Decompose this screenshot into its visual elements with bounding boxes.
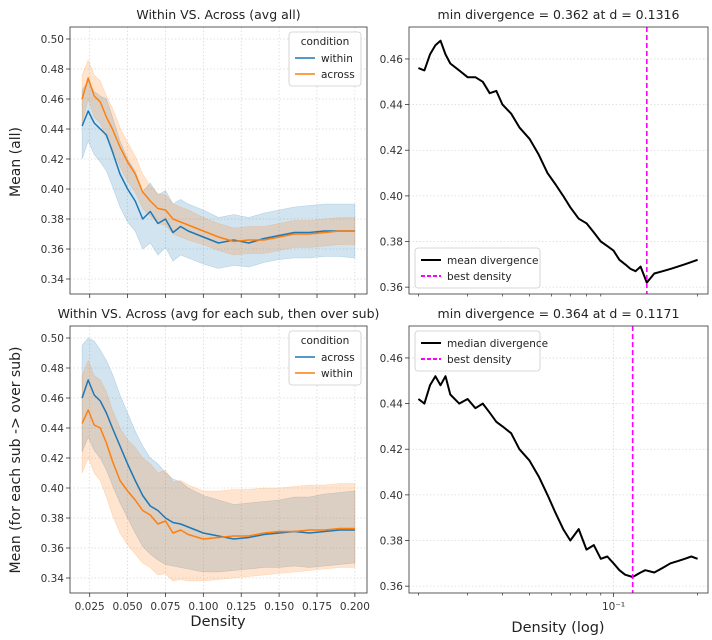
series-line-median-divergence <box>417 375 698 578</box>
y-tick-label: 0.36 <box>380 282 404 294</box>
figure-ylabel-top: Mean (all) <box>8 127 24 197</box>
legend-title: condition <box>301 335 350 347</box>
legend-label-across: across <box>321 352 355 364</box>
y-tick-label: 0.38 <box>380 237 403 249</box>
y-tick-label: 0.42 <box>380 444 403 456</box>
legend-label-across: across <box>321 69 355 81</box>
panel-title: min divergence = 0.364 at d = 0.1171 <box>438 306 680 321</box>
y-tick-label: 0.46 <box>41 94 65 106</box>
legend-label-median-divergence: median divergence <box>447 338 548 350</box>
series-band-across <box>81 59 356 256</box>
legend-box <box>288 31 362 87</box>
series-band-across <box>81 337 356 573</box>
y-tick-label: 0.46 <box>380 353 404 365</box>
legend: mean divergence best density <box>414 247 541 289</box>
figure-xlabel-left: Density <box>190 614 246 630</box>
legend-label-best-density: best density <box>447 354 512 366</box>
axes-frame <box>408 325 709 594</box>
legend-box <box>288 330 362 386</box>
y-tick-label: 0.44 <box>41 423 65 435</box>
series-line-within <box>81 110 355 244</box>
x-tick-label: 0.025 <box>75 601 105 613</box>
y-tick-label: 0.48 <box>41 363 64 375</box>
panel-3: 0.34 0.36 0.38 0.40 0.42 0.44 0.46 0.48 0.50 0.02… <box>41 306 380 613</box>
x-tick-label: 0.150 <box>264 601 294 613</box>
y-tick-label: 0.38 <box>380 536 403 548</box>
legend-box <box>414 247 541 289</box>
series-line-across <box>81 77 355 243</box>
legend-label-mean-divergence: mean divergence <box>447 255 539 267</box>
legend-title: condition <box>301 36 350 48</box>
y-tick-label: 0.40 <box>380 490 403 502</box>
y-tick-label: 0.42 <box>380 145 403 157</box>
y-tick-label: 0.44 <box>380 100 404 112</box>
y-tick-label: 0.34 <box>41 573 65 585</box>
x-tick-label: 0.050 <box>113 601 143 613</box>
y-tick-label: 0.40 <box>41 184 64 196</box>
y-tick-label: 0.38 <box>41 214 64 226</box>
legend-label-within: within <box>321 53 353 65</box>
figure-xlabel-right: Density (log) <box>511 620 604 636</box>
x-tick-label: 0.075 <box>150 601 180 613</box>
y-tick-label: 0.34 <box>41 274 65 286</box>
panel-title: Within VS. Across (avg all) <box>136 7 300 22</box>
panel-4: 0.36 0.38 0.40 0.42 0.44 0.46 10⁻¹ min divergen… <box>380 306 709 613</box>
panel-2: 0.36 0.38 0.40 0.42 0.44 0.46 min divergence =… <box>380 7 709 297</box>
legend-label-best-density: best density <box>447 271 512 283</box>
x-tick-label: 0.175 <box>302 601 332 613</box>
legend-box <box>414 330 541 372</box>
x-tick-label: 0.125 <box>226 601 256 613</box>
panel-title: min divergence = 0.362 at d = 0.1316 <box>438 7 680 22</box>
y-tick-label: 0.40 <box>41 483 64 495</box>
y-tick-label: 0.36 <box>41 543 65 555</box>
panel-1: 0.34 0.36 0.38 0.40 0.42 0.44 0.46 0.48 0.50 With… <box>41 7 368 298</box>
legend: condition within across <box>288 31 362 87</box>
x-tick-label: 0.100 <box>188 601 218 613</box>
y-tick-label: 0.48 <box>41 64 64 76</box>
y-tick-label: 0.46 <box>41 393 65 405</box>
legend-label-within: within <box>321 368 353 380</box>
series-line-within <box>81 409 355 540</box>
y-tick-label: 0.36 <box>380 581 404 593</box>
axes-frame <box>69 325 368 594</box>
x-tick-label: 10⁻¹ <box>602 601 625 613</box>
y-tick-label: 0.44 <box>41 124 65 136</box>
series-line-mean-divergence <box>418 39 698 284</box>
y-tick-label: 0.50 <box>41 333 64 345</box>
y-tick-label: 0.36 <box>41 244 65 256</box>
y-tick-label: 0.46 <box>380 54 404 66</box>
y-tick-label: 0.42 <box>41 154 64 166</box>
x-tick-label: 0.200 <box>340 601 370 613</box>
panel-title: Within VS. Across (avg for each sub, the… <box>58 306 380 321</box>
legend: median divergence best density <box>414 330 548 372</box>
axes-frame <box>69 26 368 295</box>
series-band-within <box>81 359 356 582</box>
y-tick-label: 0.44 <box>380 399 404 411</box>
axes-frame <box>408 26 709 295</box>
figure-ylabel-bottom: Mean (for each sub -> over sub) <box>8 347 24 574</box>
y-tick-label: 0.42 <box>41 453 64 465</box>
y-tick-label: 0.38 <box>41 513 64 525</box>
y-tick-label: 0.50 <box>41 34 64 46</box>
legend: condition across within <box>288 330 362 386</box>
y-tick-label: 0.40 <box>380 191 403 203</box>
